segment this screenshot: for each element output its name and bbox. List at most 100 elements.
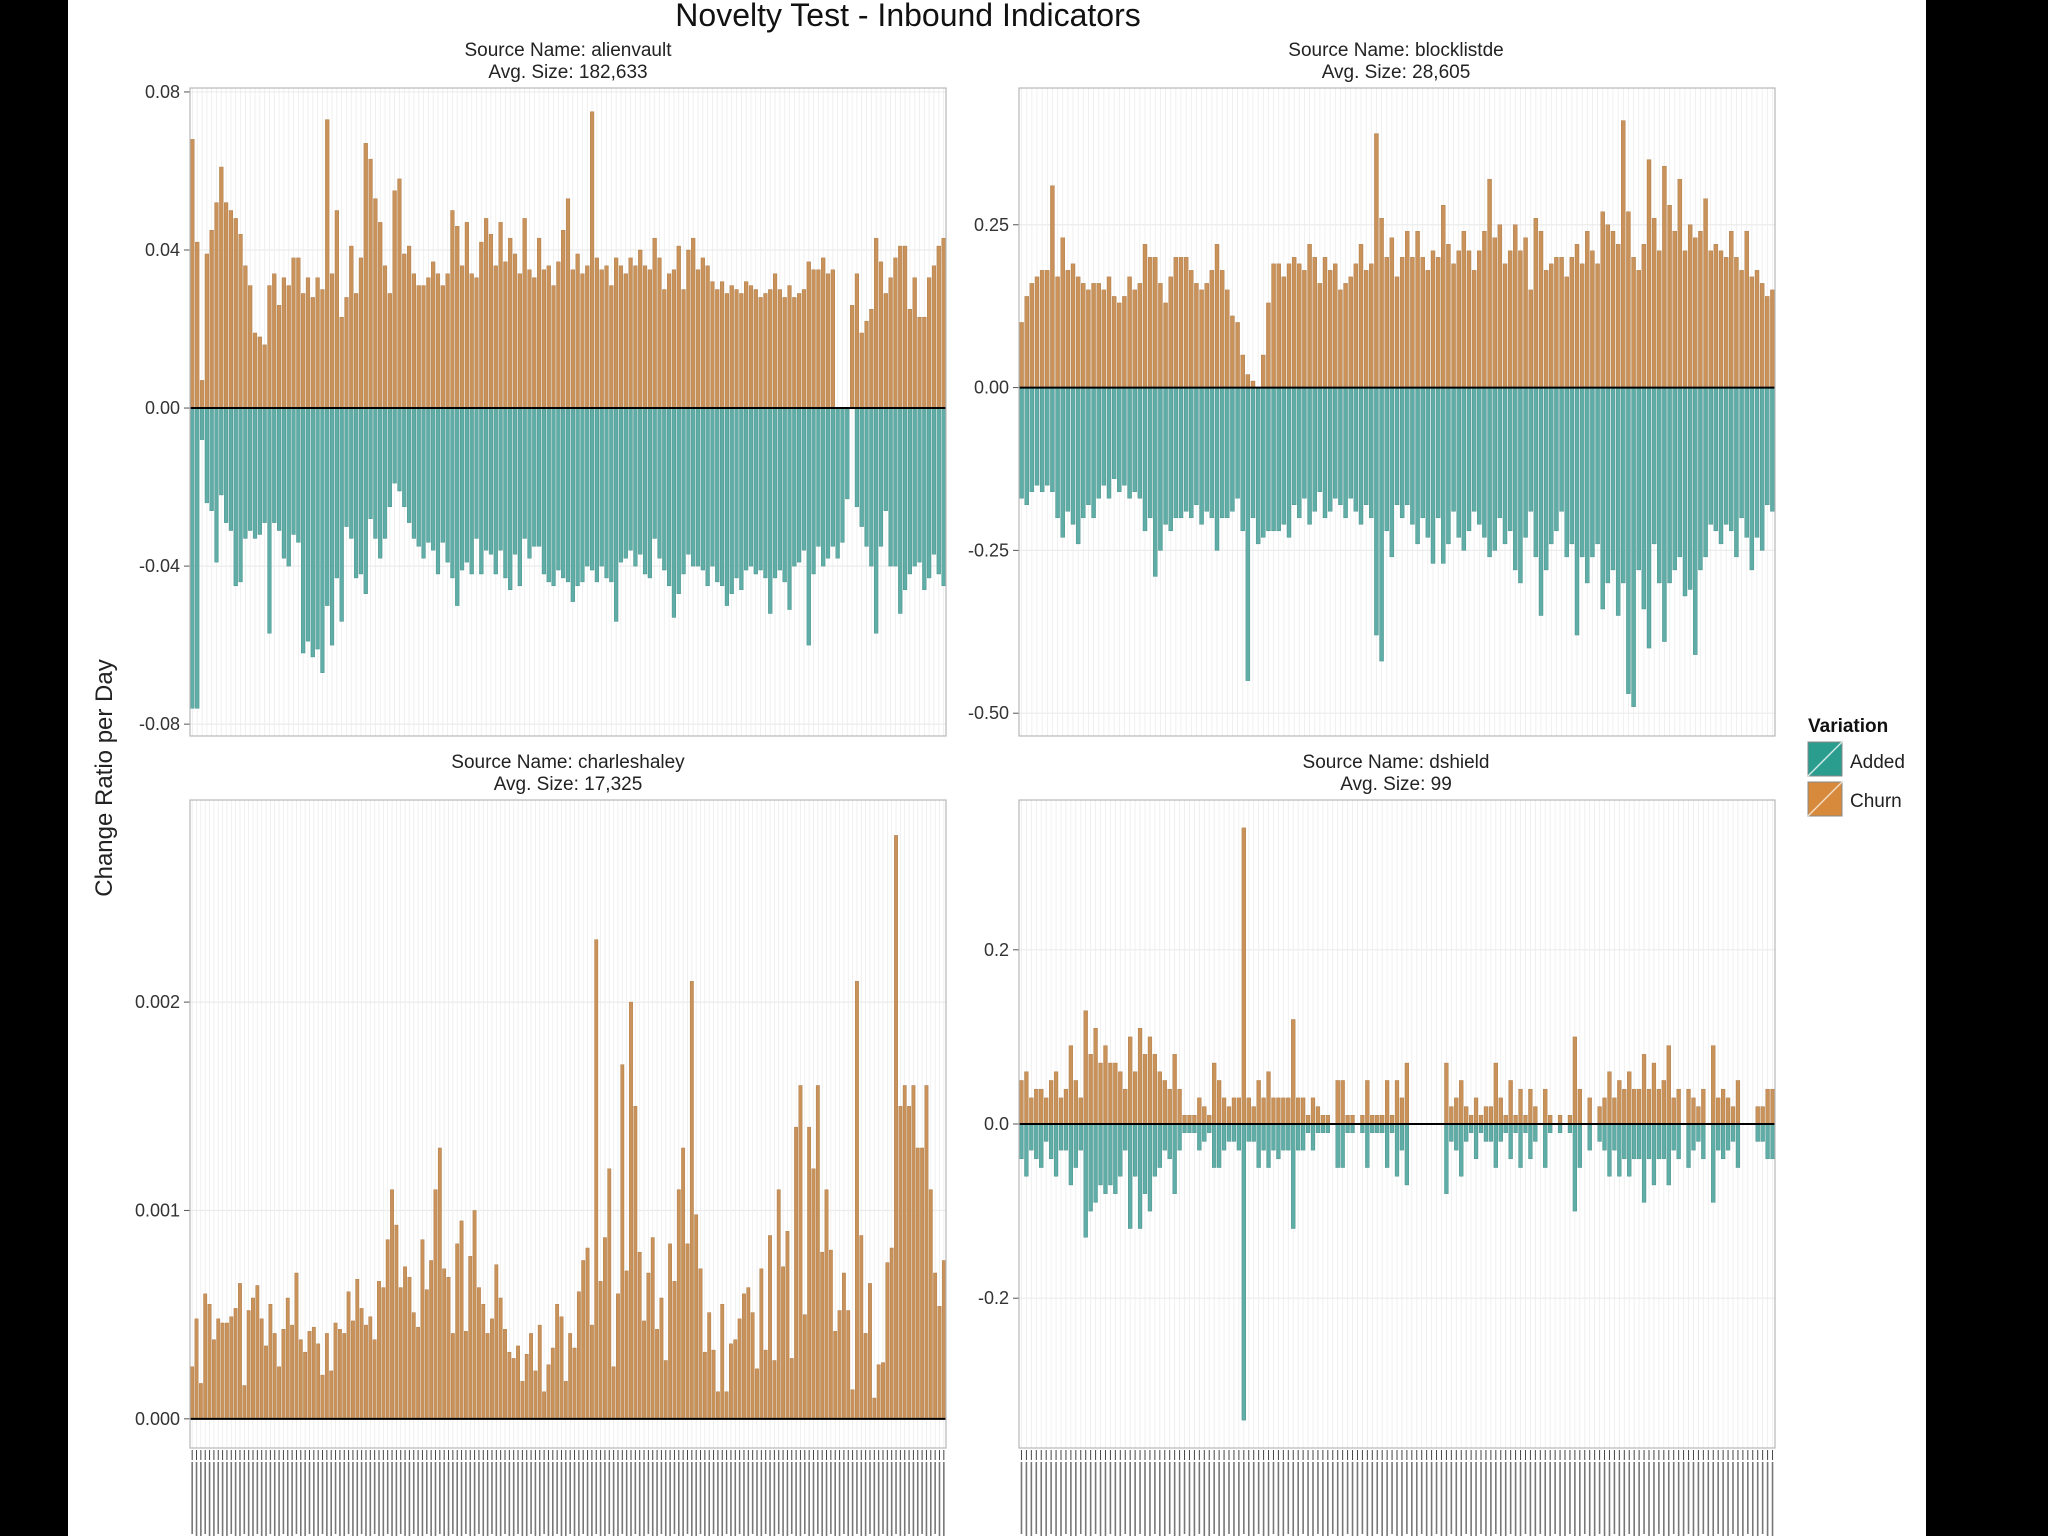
bar-churn xyxy=(772,273,778,409)
bar-added xyxy=(512,407,518,555)
bar-churn xyxy=(1132,289,1137,388)
bar-churn xyxy=(716,1391,720,1420)
bar-churn xyxy=(1246,1097,1251,1125)
bar-churn xyxy=(1152,1054,1158,1125)
bar-added xyxy=(1610,387,1616,571)
bar-churn xyxy=(585,265,590,409)
bar-added xyxy=(715,407,720,583)
bar-churn xyxy=(1230,315,1235,388)
bar-churn xyxy=(1101,289,1107,388)
bar-churn xyxy=(209,230,214,409)
bar-churn xyxy=(1231,1097,1237,1125)
bar-churn xyxy=(792,297,797,409)
bar-churn xyxy=(1384,257,1389,388)
bar-added xyxy=(570,407,575,602)
bar-churn xyxy=(676,1189,681,1420)
bar-churn xyxy=(1221,1097,1227,1125)
bar-churn xyxy=(759,1268,764,1420)
bar-added xyxy=(864,407,869,547)
figure-svg: Novelty Test - Inbound Indicators Change… xyxy=(91,0,1905,1536)
bar-added xyxy=(243,407,248,539)
bar-churn xyxy=(1108,1062,1113,1125)
bar-added xyxy=(1597,1123,1602,1142)
bar-added xyxy=(1261,387,1266,538)
bar-added xyxy=(1231,1123,1237,1142)
bar-added xyxy=(1687,387,1693,590)
bar-churn xyxy=(1420,257,1425,388)
bar-churn xyxy=(893,257,898,409)
bar-churn xyxy=(1711,1045,1716,1125)
bar-churn xyxy=(1602,1097,1607,1125)
bar-churn xyxy=(1300,1097,1306,1125)
bar-churn xyxy=(750,1312,755,1420)
bar-churn xyxy=(1651,218,1657,388)
bar-added xyxy=(1117,387,1122,492)
bar-added xyxy=(1163,387,1168,525)
bar-churn xyxy=(1518,250,1523,388)
bar-added xyxy=(1478,1123,1484,1133)
bar-added xyxy=(1132,387,1137,492)
bar-churn xyxy=(1430,250,1436,388)
bar-added xyxy=(1533,1123,1538,1142)
bar-churn xyxy=(311,1326,316,1420)
bar-churn xyxy=(1039,1088,1044,1125)
bar-added xyxy=(1340,1123,1345,1168)
bar-added xyxy=(1528,387,1533,512)
bar-added xyxy=(1473,1123,1479,1160)
bar-churn xyxy=(846,1310,851,1420)
bar-churn xyxy=(1444,1062,1449,1125)
bar-added xyxy=(898,407,903,614)
bar-churn xyxy=(493,265,498,409)
bar-churn xyxy=(570,269,575,409)
bar-churn xyxy=(1533,218,1539,388)
bar-churn xyxy=(1730,1106,1736,1125)
bar-added xyxy=(305,407,311,642)
bar-churn xyxy=(397,178,402,409)
bar-churn xyxy=(1039,270,1045,388)
bar-added xyxy=(1676,1123,1681,1160)
bar-added xyxy=(1451,387,1456,512)
bar-churn xyxy=(1204,283,1209,388)
bar-churn xyxy=(555,1304,560,1420)
bar-churn xyxy=(825,273,831,409)
bar-churn xyxy=(459,1220,464,1420)
bar-added xyxy=(1557,1123,1563,1133)
bar-churn xyxy=(416,1326,420,1420)
bar-churn xyxy=(1631,257,1636,388)
bar-added xyxy=(1615,387,1621,616)
bar-added xyxy=(1286,387,1292,538)
bar-churn xyxy=(277,1366,281,1420)
bar-added xyxy=(1682,387,1688,597)
bar-added xyxy=(1661,1123,1666,1160)
bar-churn xyxy=(450,210,455,409)
bar-added xyxy=(1754,387,1760,538)
bar-churn xyxy=(387,293,392,409)
bar-churn xyxy=(642,265,648,409)
bar-added xyxy=(589,407,595,571)
bar-churn xyxy=(1251,1106,1256,1125)
bar-churn xyxy=(1327,270,1333,388)
bar-added xyxy=(1672,387,1677,571)
bar-added xyxy=(1302,387,1307,499)
y-tick-label: 0.00 xyxy=(974,378,1009,398)
bar-added xyxy=(1404,1123,1410,1186)
bar-churn xyxy=(1703,198,1708,388)
bar-added xyxy=(1291,1123,1296,1229)
bar-churn xyxy=(1142,1054,1148,1125)
bar-added xyxy=(1502,387,1508,545)
bar-added xyxy=(537,407,542,547)
panel-blocklistde: Source Name: blocklistde Avg. Size: 28,6… xyxy=(968,40,1776,737)
bar-churn xyxy=(1666,1045,1671,1125)
bar-churn xyxy=(358,257,364,409)
bar-churn xyxy=(333,1322,338,1420)
bar-added xyxy=(1518,387,1523,584)
bar-added xyxy=(1034,1123,1039,1160)
bar-churn xyxy=(1276,263,1281,388)
plot-area-alienvault: -0.08 -0.04 0.00 0.04 0.08 xyxy=(139,82,947,737)
bar-added xyxy=(1572,1123,1578,1212)
bar-added xyxy=(1585,387,1590,584)
y-tick-label: 0.04 xyxy=(145,240,180,260)
bar-churn xyxy=(1266,302,1271,388)
bar-churn xyxy=(524,1354,529,1420)
bar-added xyxy=(1335,1123,1340,1168)
